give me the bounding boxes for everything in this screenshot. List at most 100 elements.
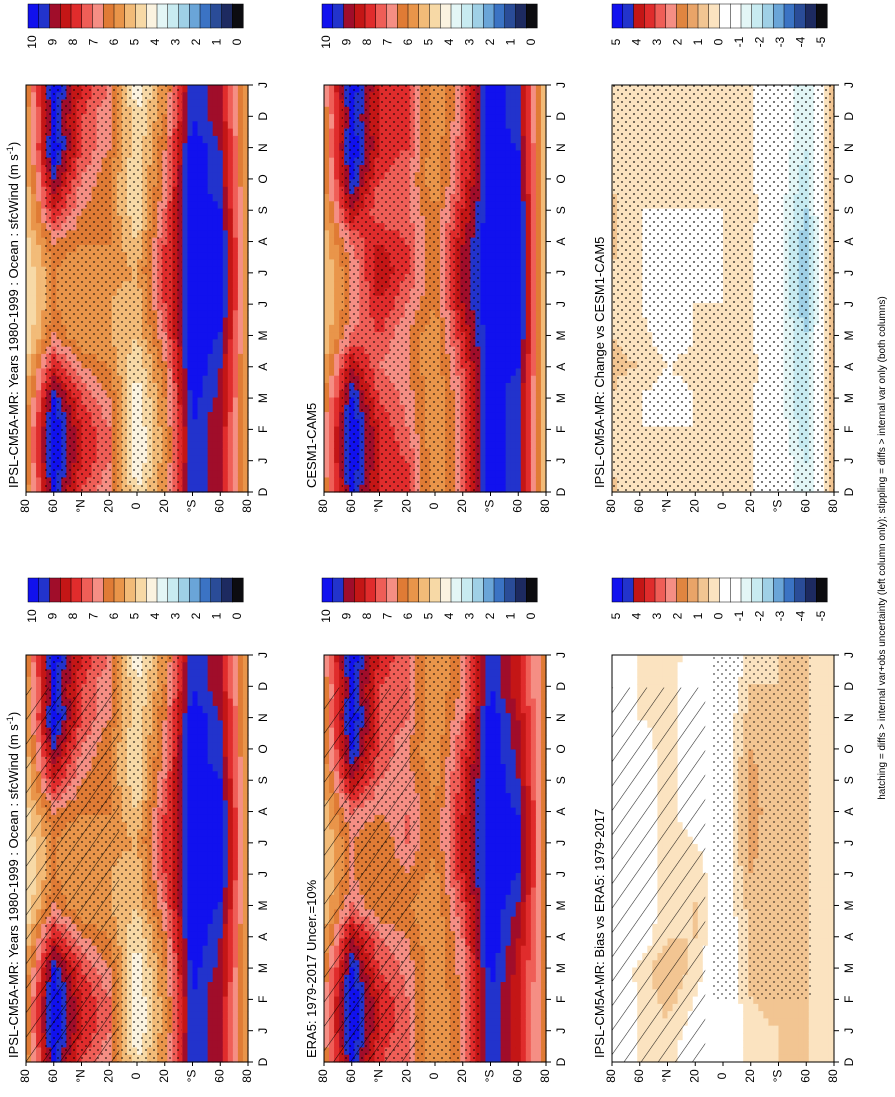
heatmap-cell xyxy=(36,215,42,224)
heatmap-cell xyxy=(202,684,209,692)
heatmap-cell xyxy=(222,382,229,391)
heatmap-cell xyxy=(207,923,214,932)
heatmap-cell xyxy=(217,989,224,998)
heatmap-cell xyxy=(217,281,224,290)
heatmap-cell xyxy=(242,865,249,874)
heatmap-cell xyxy=(227,1018,234,1027)
heatmap-cell xyxy=(36,157,42,166)
heatmap-cell xyxy=(212,974,219,983)
heatmap-cell xyxy=(207,676,214,685)
heatmap-cell xyxy=(217,669,224,678)
heatmap-cell xyxy=(31,288,37,297)
heatmap-cell xyxy=(187,843,194,852)
heatmap-cell xyxy=(182,873,189,881)
heatmap-cell xyxy=(182,931,189,940)
heatmap-cell xyxy=(192,361,199,370)
heatmap-cell xyxy=(197,412,204,420)
heatmap-cell xyxy=(207,749,214,758)
heatmap-cell xyxy=(227,713,234,722)
heatmap-cell xyxy=(227,397,234,406)
heatmap-cell xyxy=(237,851,244,860)
heatmap-cell xyxy=(26,186,32,195)
heatmap-cell xyxy=(202,865,209,874)
heatmap-cell xyxy=(212,822,219,831)
heatmap-cell xyxy=(217,135,224,144)
heatmap-cell xyxy=(192,684,199,692)
heatmap-cell xyxy=(187,382,194,391)
heatmap-cell xyxy=(182,923,189,932)
heatmap-cell xyxy=(237,317,244,326)
heatmap-cell xyxy=(192,691,199,700)
heatmap-cell xyxy=(212,114,219,122)
heatmap-cell xyxy=(187,295,194,304)
heatmap-cell xyxy=(31,99,37,108)
heatmap-cell xyxy=(237,756,244,765)
heatmap-cell xyxy=(207,713,214,722)
heatmap-cell xyxy=(242,339,249,348)
heatmap-cell xyxy=(222,135,229,144)
heatmap-cell xyxy=(222,734,229,743)
heatmap-cell xyxy=(212,996,219,1005)
heatmap-cell xyxy=(187,793,194,801)
heatmap-cell xyxy=(217,793,224,801)
heatmap-cell xyxy=(207,727,214,736)
heatmap-cell xyxy=(207,756,214,765)
heatmap-cell xyxy=(232,974,239,983)
heatmap-cell xyxy=(237,822,244,831)
heatmap-cell xyxy=(187,756,194,765)
heatmap-cell xyxy=(232,397,239,406)
heatmap-cell xyxy=(222,266,229,275)
time-tick-label: J xyxy=(256,840,270,846)
lat-tick-label: °S xyxy=(185,1070,199,1083)
heatmap-cell xyxy=(26,382,32,391)
heatmap-cell xyxy=(217,404,224,413)
heatmap-cell xyxy=(187,873,194,881)
heatmap-cell xyxy=(202,433,209,442)
heatmap-cell xyxy=(202,288,209,297)
heatmap-cell xyxy=(222,793,229,801)
heatmap-cell xyxy=(207,223,214,231)
heatmap-cell xyxy=(212,259,219,268)
panel-title-sup: -1 xyxy=(5,716,15,724)
heatmap-cell xyxy=(197,1054,204,1063)
heatmap-cell xyxy=(182,85,189,93)
heatmap-cell xyxy=(187,157,194,166)
heatmap-cell xyxy=(242,931,249,940)
heatmap-cell xyxy=(197,252,204,261)
heatmap-cell xyxy=(31,194,37,202)
time-tick-label: D xyxy=(256,487,270,496)
heatmap-cell xyxy=(232,1054,239,1063)
heatmap-cell xyxy=(197,397,204,406)
heatmap-cell xyxy=(182,135,189,144)
heatmap-cell xyxy=(36,655,42,663)
heatmap-cell xyxy=(237,85,244,93)
heatmap-cell xyxy=(207,346,214,355)
heatmap-cell xyxy=(31,455,37,464)
heatmap-cell xyxy=(212,484,219,493)
heatmap-cell xyxy=(217,397,224,406)
heatmap-cell xyxy=(222,215,229,224)
heatmap-cell xyxy=(237,404,244,413)
heatmap-cell xyxy=(197,938,204,947)
heatmap-cell xyxy=(237,164,244,173)
heatmap-cell xyxy=(207,412,214,420)
heatmap-cell xyxy=(227,252,234,261)
heatmap-cell xyxy=(36,237,42,246)
heatmap-cell xyxy=(182,1032,189,1041)
heatmap-cell xyxy=(202,92,209,101)
heatmap-cell xyxy=(182,822,189,831)
heatmap-cell xyxy=(182,676,189,685)
heatmap-cell xyxy=(31,346,37,355)
heatmap-cell xyxy=(232,982,239,990)
heatmap-cell xyxy=(217,684,224,692)
heatmap-cell xyxy=(242,1047,249,1056)
heatmap-cell xyxy=(237,982,244,990)
heatmap-cell xyxy=(217,705,224,714)
heatmap-cell xyxy=(232,887,239,896)
heatmap-cell xyxy=(36,339,42,348)
heatmap-cell xyxy=(192,1032,199,1041)
heatmap-cell xyxy=(217,157,224,166)
time-tick-label: F xyxy=(256,426,270,433)
heatmap-cell xyxy=(222,317,229,326)
heatmap-cell xyxy=(26,662,32,671)
